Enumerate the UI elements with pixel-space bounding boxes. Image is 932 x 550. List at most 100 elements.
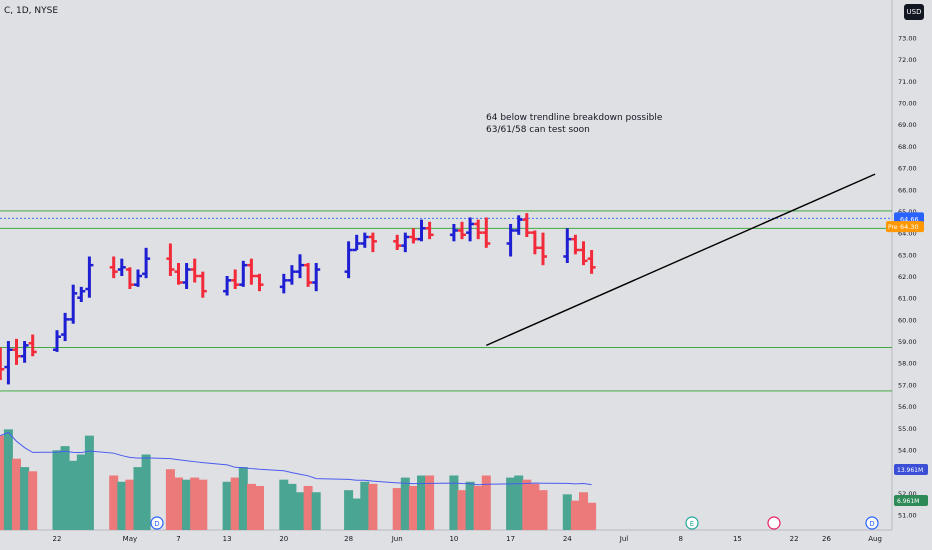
volume-bar: [449, 475, 459, 530]
volume-bar: [12, 458, 21, 530]
volume-bar: [562, 494, 572, 530]
price-tick-label: 54.00: [898, 446, 917, 454]
symbol-title[interactable]: C, 1D, NYSE: [4, 6, 59, 16]
volume-bar: [133, 467, 143, 530]
volume-bar: [190, 477, 200, 530]
volume-ma-line: [0, 431, 592, 486]
price-tick-label: 56.00: [898, 403, 917, 411]
volume-bar: [174, 477, 183, 530]
volume-bar: [506, 477, 516, 530]
volume-bar: [76, 454, 86, 530]
volume-bar: [570, 500, 580, 530]
volume-bar: [198, 479, 208, 530]
volume-bar: [408, 485, 418, 530]
pre-market-label-bg: [886, 221, 924, 233]
event-marker-letter: D: [869, 520, 874, 528]
volume-bar: [246, 483, 256, 530]
volume-bar: [481, 475, 491, 530]
volume-bar: [392, 488, 402, 530]
price-tick-label: 52.00: [898, 490, 917, 498]
volume-bar: [530, 483, 540, 530]
price-tick-label: 61.00: [898, 295, 917, 303]
volume-bar: [3, 429, 13, 530]
volume-bar: [587, 502, 597, 530]
volume-bar: [68, 460, 78, 530]
price-tick-label: 51.00: [898, 512, 917, 520]
event-marker-letter: D: [154, 520, 159, 528]
volume-bar: [400, 477, 410, 530]
time-tick-label: 26: [822, 535, 831, 543]
plot-area: [0, 0, 892, 530]
volume-bar: [182, 479, 192, 530]
volume-bar: [344, 490, 354, 530]
volume-bar: [287, 483, 297, 530]
volume-bar: [295, 492, 305, 530]
price-tick-label: 71.00: [898, 78, 917, 86]
volume-bar: [303, 485, 313, 530]
price-tick-label: 72.00: [898, 56, 917, 64]
price-tick-label: 62.00: [898, 273, 917, 281]
volume-bar: [360, 481, 370, 530]
price-tick-label: 64.00: [898, 230, 917, 238]
time-tick-label: Jun: [391, 535, 403, 543]
price-tick-label: 59.00: [898, 338, 917, 346]
volume-bar: [514, 475, 524, 530]
time-tick-label: 10: [449, 535, 458, 543]
volume-bar: [579, 492, 588, 530]
time-tick-label: 15: [733, 535, 742, 543]
volume-bar: [538, 490, 548, 530]
volume-bar: [165, 469, 175, 530]
time-tick-label: 20: [279, 535, 288, 543]
price-tick-label: 63.00: [898, 251, 917, 259]
last-price-label: 64.66: [900, 215, 919, 223]
volume-bar: [473, 485, 483, 530]
time-tick-label: Aug: [868, 535, 882, 543]
event-marker-icon: [150, 516, 164, 530]
time-tick-label: May: [123, 535, 137, 543]
time-tick-label: 7: [176, 535, 180, 543]
time-axis-panel: [0, 530, 932, 550]
volume-bar: [20, 467, 30, 530]
event-marker-icon: [685, 516, 699, 530]
volume-bar: [522, 479, 532, 530]
volume-bar: [28, 471, 38, 530]
price-tick-label: 55.00: [898, 425, 917, 433]
time-tick-label: Jul: [619, 535, 629, 543]
price-tick-label: 67.00: [898, 165, 917, 173]
time-tick-label: 24: [563, 535, 572, 543]
volume-bar: [238, 467, 248, 530]
volume-bar: [52, 450, 62, 530]
volume-bar: [0, 435, 5, 530]
volume-bar: [352, 498, 362, 530]
volume-bar: [311, 492, 321, 530]
time-tick-label: 28: [344, 535, 353, 543]
time-tick-label: 8: [678, 535, 682, 543]
price-tick-label: 60.00: [898, 316, 917, 324]
volume-bar: [84, 435, 94, 530]
currency-button[interactable]: USD: [904, 4, 924, 20]
volume-bar: [255, 485, 264, 530]
volume-bar: [141, 454, 151, 530]
pre-market-label: 64.30: [900, 223, 919, 231]
volume-bar: [117, 481, 127, 530]
volume-bar: [368, 483, 378, 530]
price-tick-label: 66.00: [898, 186, 917, 194]
volume-bar: [457, 490, 467, 530]
time-tick-label: 22: [790, 535, 799, 543]
volume-bar: [279, 479, 289, 530]
volume-ma-label-bg: [894, 464, 928, 475]
volume-bar: [60, 446, 70, 530]
volume-bar: [125, 479, 135, 530]
pre-market-tag: Pre: [888, 224, 898, 231]
price-tick-label: 73.00: [898, 35, 917, 43]
event-marker-icon: [865, 516, 879, 530]
event-marker-letter: E: [690, 520, 694, 528]
volume-bar: [109, 475, 119, 530]
time-tick-label: 22: [53, 535, 62, 543]
volume-bar: [230, 477, 240, 530]
price-tick-label: 68.00: [898, 143, 917, 151]
volume-bar: [222, 481, 232, 530]
price-tick-label: 69.00: [898, 121, 917, 129]
price-tick-label: 57.00: [898, 381, 917, 389]
